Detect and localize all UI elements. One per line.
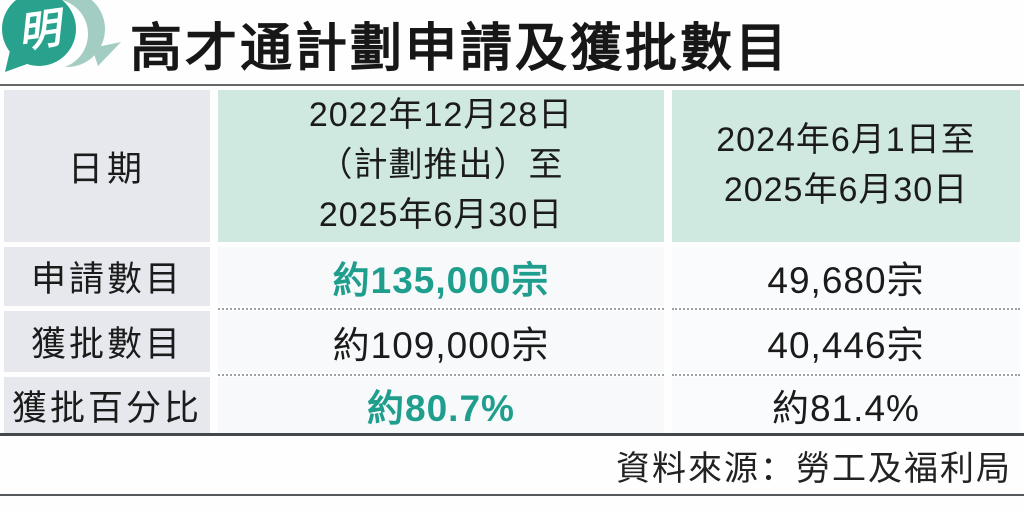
data-table: 日期 2022年12月28日 （計劃推出）至 2025年6月30日 2024年6… bbox=[4, 90, 1020, 433]
mingpao-logo: 明 bbox=[0, 0, 122, 78]
table-header-date: 日期 bbox=[4, 90, 210, 242]
mingpao-logo-icon: 明 bbox=[2, 0, 121, 72]
table-bottom-divider bbox=[0, 433, 1024, 436]
row-approvals-label: 獲批數目 bbox=[4, 311, 210, 372]
row-separator bbox=[218, 374, 664, 376]
row-separator bbox=[218, 308, 664, 310]
row-applications-label: 申請數目 bbox=[4, 247, 210, 306]
data-source-note: 資料來源：勞工及福利局 bbox=[616, 450, 1012, 488]
row-approvals-value-period-2: 40,446宗 bbox=[672, 311, 1020, 372]
row-approval-rate-value-period-2: 約81.4% bbox=[672, 377, 1020, 433]
row-applications-value-period-2: 49,680宗 bbox=[672, 247, 1020, 306]
top-divider bbox=[0, 84, 1024, 86]
row-approval-rate-label: 獲批百分比 bbox=[4, 377, 210, 433]
table-header-period-2: 2024年6月1日至 2025年6月30日 bbox=[672, 90, 1020, 242]
page-title: 高才通計劃申請及獲批數目 bbox=[130, 19, 791, 78]
row-approvals-value-period-1: 約109,000宗 bbox=[218, 311, 664, 372]
row-separator bbox=[672, 374, 1020, 376]
bottom-divider bbox=[0, 494, 1024, 496]
table-header-period-1: 2022年12月28日 （計劃推出）至 2025年6月30日 bbox=[218, 90, 664, 242]
row-approval-rate-value-period-1: 約80.7% bbox=[218, 377, 664, 433]
row-separator bbox=[672, 308, 1020, 310]
period-2-text: 2024年6月1日至 2025年6月30日 bbox=[716, 121, 976, 209]
row-applications-value-period-1: 約135,000宗 bbox=[218, 247, 664, 306]
period-1-text: 2022年12月28日 （計劃推出）至 2025年6月30日 bbox=[308, 96, 574, 234]
